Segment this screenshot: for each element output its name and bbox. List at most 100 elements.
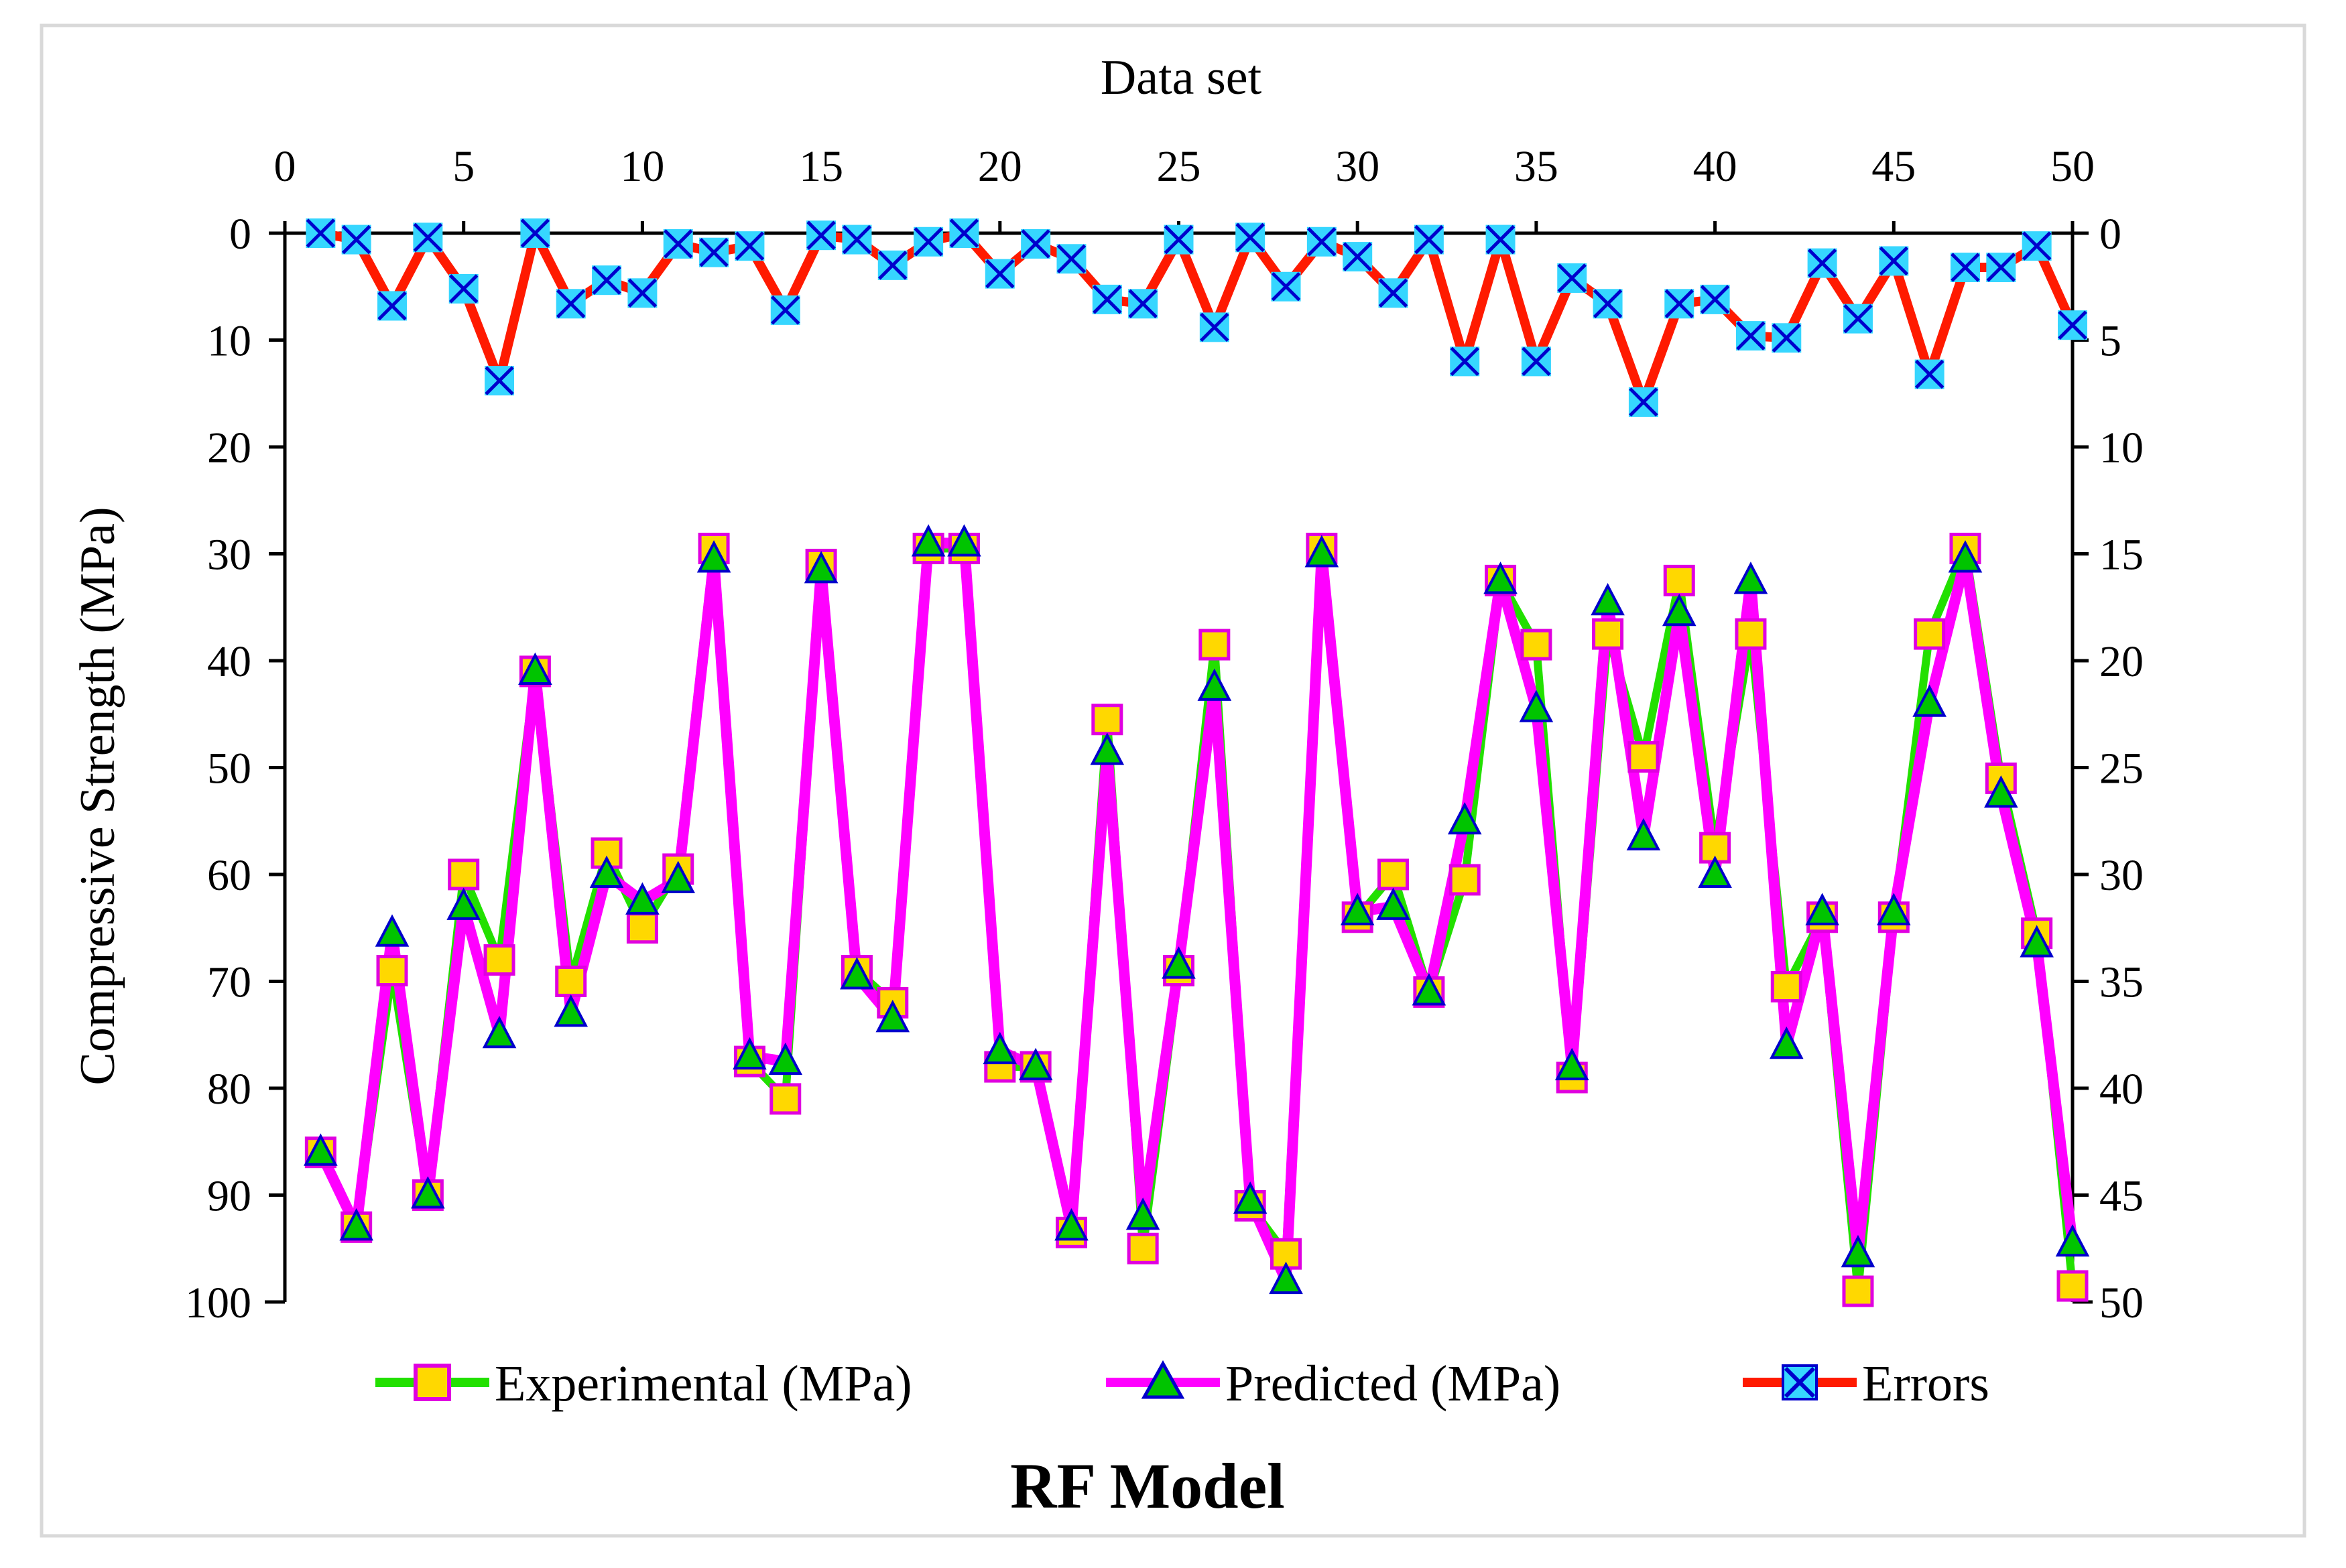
data-point: [1092, 284, 1122, 314]
right-y-tick-label: 30: [2099, 851, 2144, 900]
legend-label-experimental: Experimental (MPa): [495, 1356, 912, 1412]
data-point: [735, 231, 765, 261]
legend-label-predicted: Predicted (MPa): [1225, 1356, 1560, 1412]
data-point: [1628, 387, 1658, 417]
data-point: [483, 944, 515, 976]
data-point: [446, 887, 481, 920]
data-point: [1519, 690, 1554, 722]
data-point: [1235, 222, 1265, 253]
data-point: [1306, 226, 1337, 257]
data-point: [448, 858, 480, 891]
data-point: [1664, 289, 1694, 319]
data-point: [769, 1083, 802, 1115]
series-2-markers: [306, 218, 2087, 417]
data-point: [1986, 253, 2016, 283]
data-point: [555, 966, 587, 997]
data-point: [2056, 1270, 2089, 1302]
data-point: [1554, 1047, 1589, 1081]
x-tick-label: 25: [1157, 142, 1201, 191]
data-point: [1769, 1026, 1804, 1059]
data-point: [1841, 1234, 1875, 1268]
right-y-tick-label: 45: [2099, 1172, 2144, 1221]
data-point: [2020, 925, 2054, 958]
data-point: [1663, 564, 1695, 596]
data-point: [1984, 775, 2018, 808]
x-tick-label: 35: [1514, 142, 1558, 191]
y-axis-title: Compressive Strength (MPa): [70, 507, 125, 1085]
legend-square-icon: [414, 1364, 451, 1401]
data-point: [1592, 618, 1624, 650]
data-point: [554, 994, 589, 1027]
data-point: [983, 1031, 1017, 1065]
data-point: [411, 1176, 445, 1209]
right-y-tick-label: 5: [2099, 317, 2121, 366]
data-point: [1378, 278, 1408, 308]
data-point: [1700, 284, 1730, 314]
data-point: [1912, 684, 1947, 717]
data-point: [877, 250, 908, 280]
left-y-tick-label: 60: [207, 851, 251, 900]
x-axis-title: Data set: [1101, 50, 1262, 105]
data-point: [1343, 242, 1373, 272]
data-point: [1735, 321, 1766, 351]
left-y-tick-label: 20: [207, 423, 251, 472]
data-point: [1447, 801, 1482, 835]
data-point: [1233, 1181, 1268, 1214]
data-point: [1770, 970, 1802, 1002]
x-tick-label: 5: [452, 142, 475, 191]
right-y-tick-label: 0: [2099, 210, 2121, 259]
data-point: [875, 1000, 910, 1033]
data-point: [1377, 858, 1410, 891]
right-y-tick-label: 15: [2099, 531, 2144, 580]
data-point: [806, 220, 837, 251]
left-y-tick-label: 40: [207, 637, 251, 686]
data-point: [768, 1042, 803, 1075]
data-point: [1733, 562, 1768, 594]
left-y-tick-label: 0: [229, 210, 251, 259]
data-point: [341, 224, 371, 255]
data-point: [1557, 263, 1587, 293]
data-point: [1304, 535, 1339, 568]
data-point: [2022, 231, 2052, 261]
data-point: [1483, 562, 1518, 594]
data-point: [1662, 593, 1696, 627]
data-point: [1698, 855, 1732, 888]
data-point: [804, 551, 839, 584]
data-point: [842, 224, 872, 255]
data-point: [375, 914, 410, 947]
data-point: [1450, 346, 1480, 377]
figure-border: [40, 23, 2306, 1538]
data-point: [1091, 704, 1123, 736]
data-point: [1520, 629, 1552, 661]
x-tick-label: 15: [799, 142, 843, 191]
legend-label-errors: Errors: [1862, 1356, 1989, 1412]
left-y-tick-label: 90: [207, 1172, 251, 1221]
data-point: [306, 218, 336, 248]
chart-title: RF Model: [1010, 1450, 1285, 1522]
data-point: [485, 366, 515, 396]
data-point: [1269, 1261, 1303, 1295]
data-point: [733, 1037, 767, 1070]
x-tick-label: 30: [1335, 142, 1379, 191]
data-point: [1199, 312, 1229, 342]
data-point: [1876, 893, 1911, 925]
data-point: [482, 1015, 517, 1049]
data-point: [1054, 1208, 1089, 1241]
right-y-tick-label: 40: [2099, 1065, 2144, 1114]
left-y-axis-ticks: 0 10 20 30 40 50 60 70 80 90 100: [185, 210, 285, 1327]
x-tick-label: 10: [620, 142, 664, 191]
data-point: [1950, 253, 1980, 283]
data-point: [520, 218, 550, 248]
data-point: [1627, 741, 1660, 773]
x-tick-label: 20: [978, 142, 1022, 191]
data-point: [1412, 973, 1446, 1006]
data-point: [1593, 289, 1623, 319]
data-point: [911, 524, 946, 557]
data-point: [1842, 1275, 1874, 1307]
left-y-tick-label: 70: [207, 958, 251, 1007]
x-axis-ticks: 0 5 10 15 20 25 30 35 40 45 50: [274, 142, 2095, 233]
data-point: [1340, 893, 1375, 925]
data-point: [1197, 668, 1232, 701]
legend-triangle-icon: [1141, 1360, 1185, 1399]
